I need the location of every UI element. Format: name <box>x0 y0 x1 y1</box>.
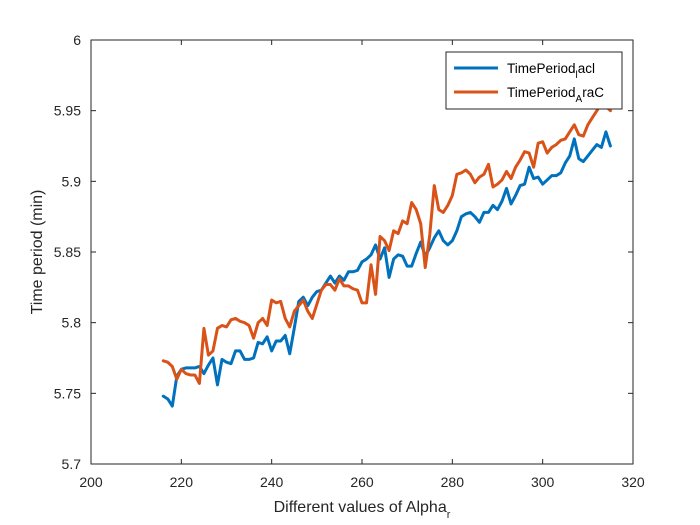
series-timeperiod-arac <box>161 102 612 385</box>
legend: TimePeriodlacl TimePeriodAraC <box>445 51 623 110</box>
x-tick-label: 240 <box>260 474 284 490</box>
x-tick-label: 200 <box>79 474 103 490</box>
ticks-layer: 200 220 240 260 280 300 320 5.7 5.75 5.8 5.85 5.9 5.… <box>54 32 645 490</box>
legend-label-main: TimePeriod <box>507 61 576 76</box>
legend-label-subscript: A <box>576 94 583 105</box>
y-tick-label: 6 <box>73 32 81 48</box>
x-axis-label: Different values of Alphar <box>274 499 451 521</box>
y-tick-label: 5.75 <box>54 385 81 401</box>
legend-label-subscript: l <box>576 70 578 81</box>
x-axis-label-main: Different values of Alpha <box>274 499 447 516</box>
x-tick-label: 320 <box>621 474 645 490</box>
legend-label-main: TimePeriod <box>507 85 576 100</box>
series-layer <box>161 102 612 408</box>
legend-label-after: raC <box>582 85 604 100</box>
legend-label-timeperiod-arac: TimePeriodAraC <box>507 85 604 105</box>
y-tick-label: 5.7 <box>62 456 82 472</box>
legend-label-after: acl <box>578 61 595 76</box>
legend-box <box>445 51 623 110</box>
y-tick-label: 5.8 <box>62 315 82 331</box>
line-timeperiod-lacl <box>161 130 612 408</box>
y-tick-label: 5.9 <box>62 173 82 189</box>
x-tick-label: 220 <box>170 474 194 490</box>
series-timeperiod-lacl <box>161 130 612 408</box>
x-tick-label: 260 <box>350 474 374 490</box>
y-tick-label: 5.95 <box>54 103 81 119</box>
legend-label-timeperiod-lacl: TimePeriodlacl <box>507 61 595 81</box>
y-axis-label: Time period (min) <box>29 190 46 315</box>
x-axis-label-subscript: r <box>447 509 451 521</box>
x-tick-label: 300 <box>531 474 555 490</box>
y-tick-label: 5.85 <box>54 244 81 260</box>
line-timeperiod-arac <box>161 102 612 385</box>
x-tick-label: 280 <box>441 474 465 490</box>
plot-background <box>91 40 633 464</box>
